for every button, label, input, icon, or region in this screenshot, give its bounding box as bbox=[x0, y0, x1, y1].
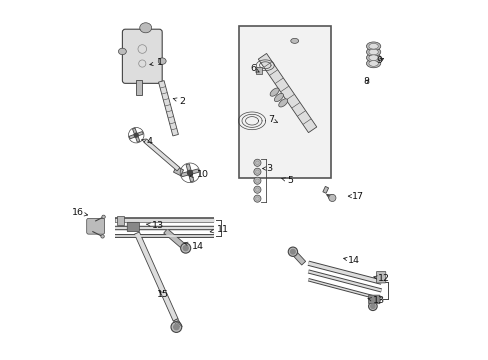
Ellipse shape bbox=[274, 94, 283, 102]
Polygon shape bbox=[135, 81, 142, 95]
Text: 5: 5 bbox=[281, 176, 292, 185]
Circle shape bbox=[253, 195, 261, 202]
Text: 9: 9 bbox=[376, 56, 383, 65]
Circle shape bbox=[187, 170, 192, 175]
Ellipse shape bbox=[366, 53, 380, 62]
FancyBboxPatch shape bbox=[86, 219, 104, 234]
Ellipse shape bbox=[366, 42, 380, 50]
Polygon shape bbox=[292, 252, 305, 265]
Polygon shape bbox=[181, 169, 199, 177]
Text: 10: 10 bbox=[189, 170, 209, 179]
Circle shape bbox=[253, 159, 261, 166]
Ellipse shape bbox=[269, 88, 279, 96]
Ellipse shape bbox=[140, 23, 151, 33]
Ellipse shape bbox=[118, 48, 126, 55]
Circle shape bbox=[253, 168, 261, 175]
Text: 11: 11 bbox=[210, 225, 228, 234]
Circle shape bbox=[253, 186, 261, 193]
Text: 14: 14 bbox=[184, 242, 203, 251]
Circle shape bbox=[253, 177, 261, 184]
Circle shape bbox=[328, 194, 335, 202]
Polygon shape bbox=[185, 164, 194, 182]
Circle shape bbox=[171, 321, 182, 332]
Polygon shape bbox=[173, 166, 183, 176]
Ellipse shape bbox=[368, 49, 378, 55]
Circle shape bbox=[180, 243, 190, 253]
Text: 2: 2 bbox=[173, 96, 184, 105]
Text: 14: 14 bbox=[343, 256, 359, 265]
Ellipse shape bbox=[158, 58, 166, 64]
Circle shape bbox=[101, 235, 104, 238]
Circle shape bbox=[370, 304, 374, 309]
Text: 4: 4 bbox=[141, 137, 153, 146]
Circle shape bbox=[287, 247, 297, 256]
Polygon shape bbox=[322, 186, 328, 193]
Ellipse shape bbox=[368, 55, 378, 60]
Text: 12: 12 bbox=[373, 274, 389, 283]
Text: 13: 13 bbox=[367, 296, 384, 305]
Ellipse shape bbox=[368, 44, 378, 49]
Ellipse shape bbox=[366, 48, 380, 56]
Text: 16: 16 bbox=[72, 208, 87, 217]
Polygon shape bbox=[158, 81, 178, 136]
Circle shape bbox=[173, 324, 179, 330]
FancyBboxPatch shape bbox=[368, 295, 379, 304]
Polygon shape bbox=[143, 139, 180, 171]
Text: 1: 1 bbox=[149, 58, 163, 67]
FancyBboxPatch shape bbox=[127, 222, 139, 231]
Text: 17: 17 bbox=[347, 192, 364, 201]
FancyBboxPatch shape bbox=[122, 29, 162, 84]
Ellipse shape bbox=[290, 39, 298, 43]
Text: 15: 15 bbox=[156, 289, 168, 298]
FancyBboxPatch shape bbox=[376, 271, 385, 283]
Text: 13: 13 bbox=[146, 221, 164, 230]
Text: 8: 8 bbox=[363, 77, 368, 86]
Bar bbox=[239, 26, 330, 178]
Polygon shape bbox=[173, 319, 182, 329]
Polygon shape bbox=[134, 232, 178, 321]
Circle shape bbox=[102, 215, 105, 219]
Circle shape bbox=[134, 133, 138, 137]
Circle shape bbox=[290, 249, 295, 254]
Ellipse shape bbox=[368, 60, 378, 66]
Text: 7: 7 bbox=[268, 115, 277, 124]
Polygon shape bbox=[132, 128, 140, 142]
Bar bbox=[255, 67, 262, 74]
Polygon shape bbox=[163, 229, 185, 248]
Ellipse shape bbox=[278, 99, 287, 107]
Text: 3: 3 bbox=[262, 164, 272, 173]
Circle shape bbox=[368, 302, 376, 311]
Bar bbox=[117, 216, 123, 225]
Circle shape bbox=[183, 246, 188, 251]
Polygon shape bbox=[129, 131, 143, 139]
Polygon shape bbox=[258, 53, 316, 132]
Text: 6: 6 bbox=[249, 64, 259, 73]
Ellipse shape bbox=[366, 59, 380, 68]
